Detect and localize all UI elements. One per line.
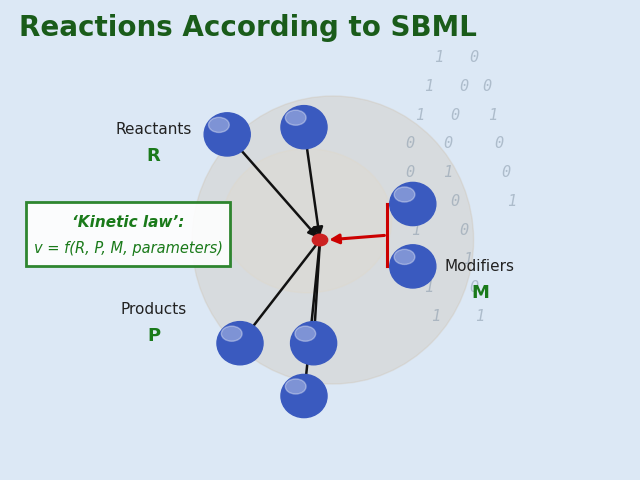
Ellipse shape — [221, 326, 242, 341]
Text: 1: 1 — [418, 252, 427, 267]
Ellipse shape — [390, 245, 436, 288]
Text: 1: 1 — [463, 252, 472, 267]
Text: P: P — [147, 327, 160, 345]
Text: 1: 1 — [431, 309, 440, 324]
Text: 0: 0 — [460, 79, 468, 94]
Ellipse shape — [192, 96, 474, 384]
FancyBboxPatch shape — [26, 202, 230, 266]
Ellipse shape — [285, 379, 306, 394]
Text: 1: 1 — [508, 194, 516, 209]
Text: 0: 0 — [444, 136, 452, 152]
Text: 0: 0 — [450, 194, 459, 209]
Ellipse shape — [281, 374, 327, 418]
Text: 1: 1 — [415, 108, 424, 123]
Text: Reactants: Reactants — [115, 122, 192, 137]
Ellipse shape — [217, 322, 263, 365]
Ellipse shape — [291, 322, 337, 365]
Text: 0: 0 — [405, 165, 414, 180]
Ellipse shape — [394, 187, 415, 202]
Ellipse shape — [204, 113, 250, 156]
Text: 1: 1 — [424, 280, 433, 296]
Text: 0: 0 — [460, 223, 468, 238]
Text: M: M — [471, 284, 489, 302]
Ellipse shape — [394, 249, 415, 264]
Text: 0: 0 — [405, 136, 414, 152]
Text: Products: Products — [120, 302, 187, 317]
Text: 1: 1 — [434, 50, 443, 65]
Text: v = f(R, P, M, parameters): v = f(R, P, M, parameters) — [33, 241, 223, 256]
Ellipse shape — [281, 106, 327, 149]
Ellipse shape — [223, 149, 392, 293]
Text: 0: 0 — [482, 79, 491, 94]
Text: 0: 0 — [495, 136, 504, 152]
Text: 1: 1 — [444, 165, 452, 180]
Text: ‘Kinetic law’:: ‘Kinetic law’: — [72, 216, 184, 230]
Ellipse shape — [209, 117, 229, 132]
Circle shape — [312, 234, 328, 246]
Text: R: R — [147, 147, 161, 165]
Text: Reactions According to SBML: Reactions According to SBML — [19, 14, 477, 42]
Ellipse shape — [390, 182, 436, 226]
Text: 1: 1 — [476, 309, 484, 324]
Text: 0: 0 — [405, 194, 414, 209]
Text: 0: 0 — [469, 50, 478, 65]
Ellipse shape — [295, 326, 316, 341]
Ellipse shape — [285, 110, 306, 125]
Text: 0: 0 — [469, 280, 478, 296]
Text: 1: 1 — [424, 79, 433, 94]
Text: 1: 1 — [488, 108, 497, 123]
Text: 1: 1 — [412, 223, 420, 238]
Text: Modifiers: Modifiers — [445, 259, 515, 274]
Text: 0: 0 — [450, 108, 459, 123]
Text: 0: 0 — [501, 165, 510, 180]
